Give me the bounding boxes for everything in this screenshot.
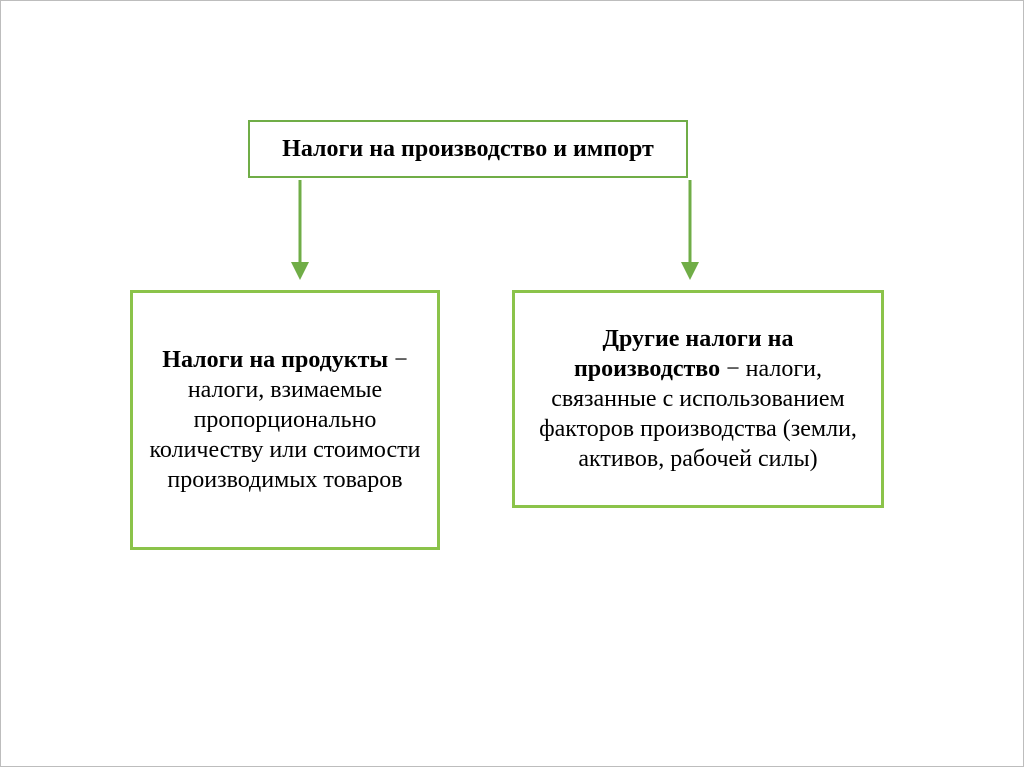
node-left: Налоги на продукты − налоги, взимаемые п… xyxy=(130,290,440,550)
node-left-title: Налоги на продукты xyxy=(162,347,388,373)
node-left-text: Налоги на продукты − налоги, взимаемые п… xyxy=(149,345,421,495)
node-right: Другие налоги на производство − налоги, … xyxy=(512,290,884,508)
node-right-text: Другие налоги на производство − налоги, … xyxy=(531,324,865,474)
node-top-label: Налоги на производство и импорт xyxy=(282,134,654,164)
arrow-left xyxy=(282,180,318,298)
arrow-right xyxy=(672,180,708,298)
diagram-root: Налоги на производство и импорт Налоги н… xyxy=(0,0,1024,767)
node-top: Налоги на производство и импорт xyxy=(248,120,688,178)
